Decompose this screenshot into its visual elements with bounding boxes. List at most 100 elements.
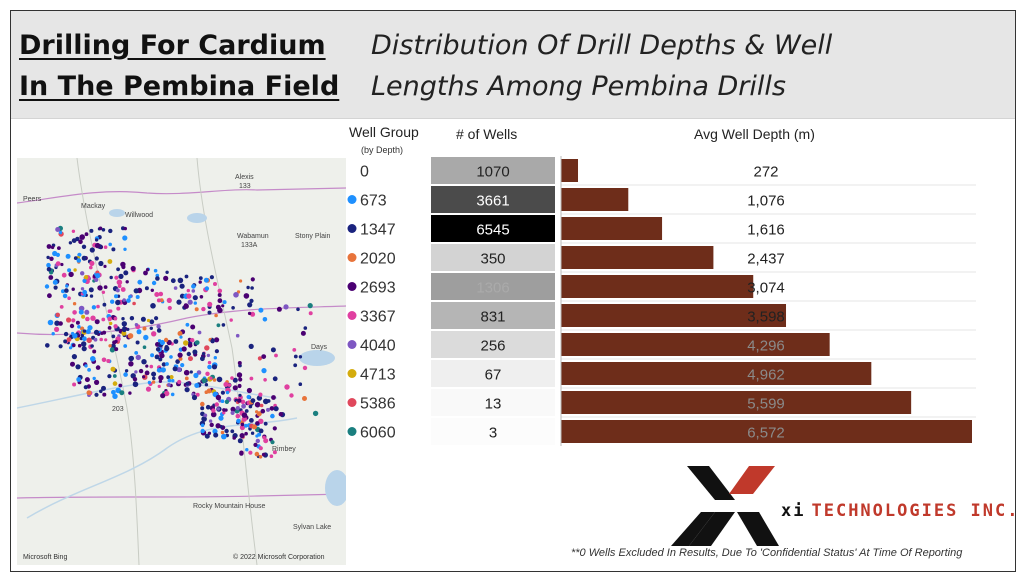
well-dot[interactable]: [167, 305, 172, 311]
well-dot[interactable]: [221, 433, 227, 440]
well-dot[interactable]: [164, 345, 170, 352]
well-dot[interactable]: [109, 309, 113, 313]
well-dot[interactable]: [230, 429, 235, 434]
well-dot[interactable]: [204, 286, 210, 291]
well-dot[interactable]: [170, 392, 175, 397]
well-dot[interactable]: [192, 295, 198, 301]
well-dot[interactable]: [199, 295, 204, 299]
well-dot[interactable]: [121, 321, 128, 327]
well-dot[interactable]: [81, 346, 87, 352]
well-dot[interactable]: [274, 353, 278, 358]
well-dot[interactable]: [163, 275, 169, 281]
well-dot[interactable]: [187, 299, 193, 305]
well-dot[interactable]: [293, 354, 298, 359]
well-dot[interactable]: [52, 279, 58, 285]
well-dot[interactable]: [115, 288, 120, 293]
well-dot[interactable]: [77, 252, 82, 257]
well-dot[interactable]: [101, 228, 106, 232]
well-dot[interactable]: [239, 279, 243, 283]
well-dot[interactable]: [98, 226, 103, 231]
well-dot[interactable]: [78, 239, 83, 245]
well-dot[interactable]: [165, 270, 169, 274]
well-dot[interactable]: [184, 274, 189, 279]
well-dot[interactable]: [94, 319, 100, 325]
well-dot[interactable]: [215, 304, 221, 310]
well-dot[interactable]: [81, 314, 86, 319]
well-dot[interactable]: [89, 265, 93, 270]
well-dot[interactable]: [106, 359, 111, 363]
well-dot[interactable]: [149, 319, 155, 325]
well-dot[interactable]: [179, 283, 185, 289]
well-dot[interactable]: [134, 323, 139, 327]
well-dot[interactable]: [227, 383, 232, 387]
well-dot[interactable]: [114, 347, 119, 352]
well-dot[interactable]: [255, 434, 259, 438]
well-dot[interactable]: [123, 344, 128, 348]
well-dot[interactable]: [107, 259, 113, 264]
well-dot[interactable]: [248, 450, 253, 455]
well-dot[interactable]: [242, 412, 248, 418]
well-dot[interactable]: [132, 301, 136, 306]
well-dot[interactable]: [209, 422, 214, 428]
well-dot[interactable]: [215, 394, 222, 401]
well-dot[interactable]: [58, 230, 63, 235]
well-dot[interactable]: [224, 428, 229, 434]
well-dot[interactable]: [103, 264, 107, 268]
well-dot[interactable]: [248, 404, 253, 409]
well-dot[interactable]: [150, 303, 156, 309]
well-dot[interactable]: [89, 228, 94, 233]
well-dot[interactable]: [184, 376, 189, 381]
well-dot[interactable]: [271, 395, 276, 400]
well-dot[interactable]: [146, 318, 151, 323]
well-dot[interactable]: [250, 286, 254, 290]
well-dot[interactable]: [247, 302, 253, 308]
well-dot[interactable]: [101, 385, 106, 391]
well-dot[interactable]: [142, 326, 147, 331]
well-dot[interactable]: [221, 323, 226, 327]
well-dot[interactable]: [83, 385, 88, 390]
well-dot[interactable]: [172, 366, 178, 372]
well-dot[interactable]: [101, 317, 106, 322]
well-dot[interactable]: [186, 293, 192, 299]
well-dot[interactable]: [82, 336, 87, 342]
well-dot[interactable]: [45, 343, 50, 348]
well-dot[interactable]: [133, 288, 139, 294]
well-dot[interactable]: [235, 333, 240, 338]
well-dot[interactable]: [111, 389, 116, 395]
well-dot[interactable]: [250, 398, 256, 403]
well-dot[interactable]: [150, 288, 154, 292]
well-dot[interactable]: [188, 356, 193, 362]
map-canvas[interactable]: [17, 158, 346, 565]
well-dot[interactable]: [259, 403, 264, 408]
well-dot[interactable]: [211, 364, 218, 370]
well-dot[interactable]: [160, 367, 166, 373]
well-dot[interactable]: [72, 310, 77, 315]
well-dot[interactable]: [122, 235, 128, 241]
well-dot[interactable]: [151, 371, 157, 377]
well-dot[interactable]: [189, 370, 193, 374]
well-dot[interactable]: [236, 372, 243, 378]
well-dot[interactable]: [246, 387, 252, 394]
well-dot[interactable]: [141, 359, 147, 365]
well-dot[interactable]: [150, 353, 155, 358]
well-dot[interactable]: [289, 393, 294, 398]
well-dot[interactable]: [113, 316, 118, 321]
well-dot[interactable]: [44, 284, 50, 289]
well-dot[interactable]: [166, 375, 171, 380]
well-dot[interactable]: [158, 379, 163, 383]
well-dot[interactable]: [84, 232, 89, 237]
well-dot[interactable]: [292, 348, 297, 352]
well-dot[interactable]: [176, 367, 182, 373]
well-dot[interactable]: [216, 323, 221, 328]
well-dot[interactable]: [191, 394, 198, 401]
well-dot[interactable]: [95, 365, 101, 370]
well-dot[interactable]: [250, 431, 255, 435]
well-dot[interactable]: [50, 245, 55, 250]
well-dot[interactable]: [92, 349, 97, 354]
well-dot[interactable]: [221, 304, 225, 308]
well-dot[interactable]: [65, 253, 71, 259]
well-dot[interactable]: [90, 344, 94, 348]
well-dot[interactable]: [300, 330, 306, 336]
well-dot[interactable]: [156, 298, 161, 303]
well-dot[interactable]: [258, 307, 264, 313]
